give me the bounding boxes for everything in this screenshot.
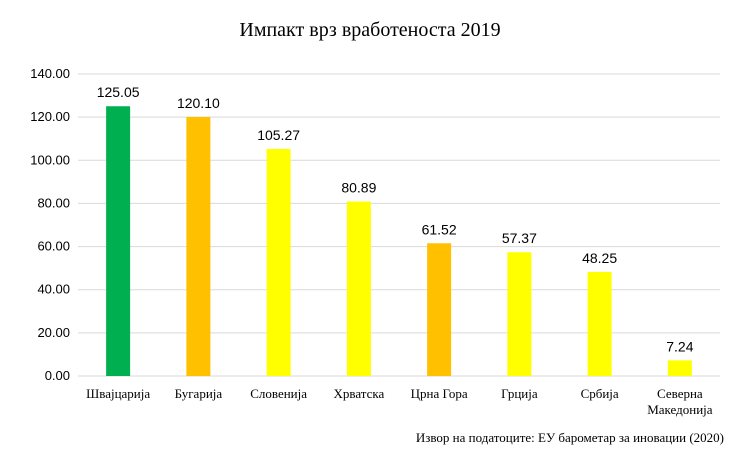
- data-label: 80.89: [341, 180, 376, 196]
- y-tick-label: 60.00: [37, 239, 70, 254]
- data-label: 57.37: [502, 230, 537, 246]
- data-label: 7.24: [666, 338, 693, 354]
- data-label: 61.52: [422, 221, 457, 237]
- bar: [106, 106, 131, 377]
- bars: [106, 106, 692, 377]
- x-category-label: Грција: [501, 386, 538, 401]
- x-category-label: Србија: [581, 386, 619, 401]
- x-category-label: Бугарија: [175, 386, 223, 401]
- x-category-label: Северна Македонија: [647, 386, 713, 417]
- y-tick-label: 100.00: [30, 152, 70, 167]
- bar: [346, 201, 371, 376]
- data-label: 125.05: [97, 84, 140, 100]
- x-category-label: Швајцарија: [86, 386, 150, 401]
- bar: [667, 360, 692, 376]
- y-tick-label: 0.00: [45, 368, 70, 383]
- data-label: 48.25: [582, 250, 617, 266]
- gridlines: [78, 73, 720, 377]
- y-tick-label: 80.00: [37, 195, 70, 210]
- bar: [427, 243, 452, 376]
- y-tick-label: 140.00: [30, 66, 70, 81]
- y-axis-ticks: 0.00 20.00 40.00 60.00 80.00 100.00 120.00 140.…: [30, 66, 70, 383]
- x-category-label: Хрватска: [333, 386, 384, 401]
- bar: [266, 148, 291, 376]
- chart-title: Импакт врз вработеноста 2019: [239, 19, 500, 41]
- x-category-label: Словенија: [250, 386, 307, 401]
- data-label: 105.27: [257, 127, 300, 143]
- bar: [186, 116, 211, 377]
- bar: [587, 271, 612, 376]
- y-tick-label: 20.00: [37, 325, 70, 340]
- bar: [507, 252, 532, 376]
- x-axis-categories: Швајцарија Бугарија Словенија Хрватска Црна …: [86, 386, 713, 417]
- data-labels: 125.05 120.10 105.27 80.89 61.52 57.37 48.25 7.…: [97, 84, 694, 354]
- source-note: Извор на податоците: ЕУ барометар за ино…: [416, 430, 724, 445]
- data-label: 120.10: [177, 95, 220, 111]
- y-tick-label: 40.00: [37, 282, 70, 297]
- x-category-label: Црна Гора: [411, 386, 468, 401]
- y-tick-label: 120.00: [30, 109, 70, 124]
